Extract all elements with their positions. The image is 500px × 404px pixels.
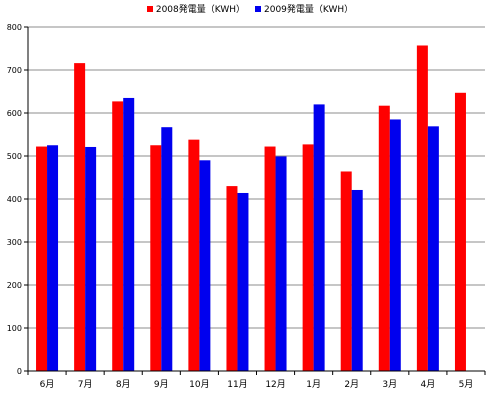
bar — [264, 146, 276, 371]
bar — [36, 146, 48, 371]
bar — [123, 97, 135, 371]
x-tick-label: 9月 — [154, 379, 169, 390]
legend-swatch-2008 — [146, 5, 153, 12]
bar — [275, 156, 287, 371]
x-tick-label: 11月 — [227, 379, 247, 390]
x-tick-label: 8月 — [116, 379, 131, 390]
bar — [150, 145, 162, 371]
y-tick-label: 700 — [7, 66, 22, 75]
y-tick-label: 400 — [7, 195, 22, 204]
legend-label-2008: 2008発電量（KWH） — [155, 5, 245, 15]
x-tick-label: 2月 — [344, 379, 359, 390]
legend-item-2009: 2009発電量（KWH） — [255, 2, 353, 15]
bar — [378, 105, 390, 371]
x-tick-label: 5月 — [459, 379, 474, 390]
legend-swatch-2009 — [255, 5, 261, 12]
x-tick-label: 7月 — [78, 379, 93, 390]
y-tick-label: 500 — [7, 152, 22, 161]
bar — [416, 45, 428, 372]
bar — [85, 146, 97, 371]
y-tick-label: 200 — [7, 281, 22, 290]
y-tick-label: 300 — [7, 238, 22, 247]
bar — [226, 186, 238, 371]
bar — [188, 139, 200, 371]
bar — [389, 119, 401, 371]
x-tick-label: 6月 — [40, 379, 55, 390]
legend-label-2009: 2009発電量（KWH） — [264, 5, 354, 15]
bar — [47, 145, 59, 371]
x-tick-label: 4月 — [421, 379, 436, 390]
y-tick-label: 800 — [7, 23, 22, 32]
bar — [237, 192, 249, 371]
bar — [199, 160, 211, 371]
bar — [161, 127, 173, 371]
x-tick-label: 1月 — [306, 379, 321, 390]
bar — [74, 63, 86, 372]
bar — [313, 104, 325, 372]
legend: 2008発電量（KWH） 2009発電量（KWH） — [0, 2, 500, 15]
y-tick-label: 100 — [7, 324, 22, 333]
x-tick-label: 12月 — [265, 379, 285, 390]
bar — [302, 144, 314, 371]
x-tick-label: 3月 — [382, 379, 397, 390]
bar — [427, 126, 439, 371]
bar — [340, 171, 352, 371]
bar — [112, 101, 124, 371]
bar — [454, 92, 466, 371]
x-tick-label: 10月 — [189, 379, 209, 390]
y-tick-label: 0 — [17, 367, 22, 376]
legend-item-2008: 2008発電量（KWH） — [146, 2, 245, 15]
bar — [351, 189, 363, 371]
y-tick-label: 600 — [7, 109, 22, 118]
